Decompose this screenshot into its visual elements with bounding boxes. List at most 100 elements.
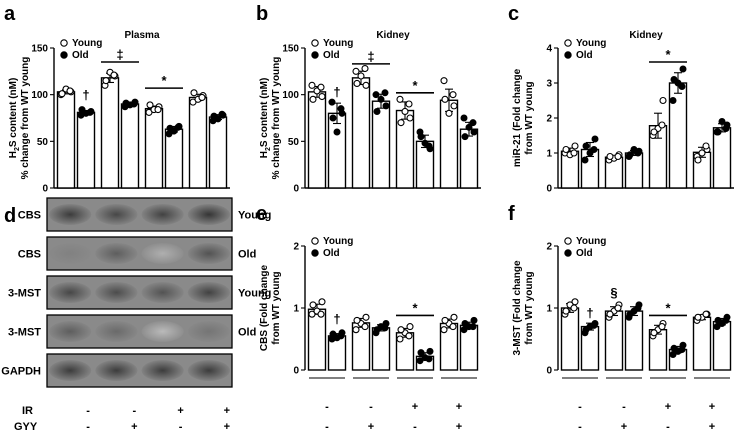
point-old-3-5 <box>425 355 433 363</box>
point-young-1-5 <box>317 310 325 318</box>
point-young-2-5 <box>614 304 622 312</box>
ir-value: + <box>224 405 230 417</box>
point-old-1-1 <box>328 98 336 106</box>
point-young-1-4 <box>58 90 66 98</box>
point-young-2-4 <box>606 310 614 318</box>
panel-label-b: b <box>256 3 268 25</box>
point-young-3-5 <box>658 121 666 129</box>
y-tick-label: 100 <box>31 90 48 101</box>
blot-band-1 <box>49 204 92 225</box>
bar-young-1 <box>307 308 327 371</box>
bar-old-3 <box>164 128 184 189</box>
gyy-value: - <box>666 421 670 433</box>
legend-old-label: Old <box>576 50 593 61</box>
y-tick-label: 0 <box>42 184 48 195</box>
significance-marker: * <box>161 73 167 88</box>
point-old-4-2 <box>470 316 478 324</box>
point-young-2-1 <box>352 67 360 75</box>
legend-old-marker <box>564 51 572 59</box>
bar-old-4 <box>208 116 228 189</box>
y-label-line-1: H2S content (nM) <box>259 78 272 159</box>
y-tick-label: 150 <box>31 44 48 55</box>
legend-young-marker <box>564 237 572 245</box>
ir-value: - <box>133 405 137 417</box>
legend-young-marker <box>60 39 68 47</box>
chart-c: c Kidney 0 1 2 3 4 miR-21 (Fold change from WT y… <box>508 3 734 195</box>
point-young-2-5 <box>361 64 369 73</box>
legend-young-marker <box>311 237 319 245</box>
ir-value: - <box>369 401 373 413</box>
significance-marker: ‡ <box>367 49 374 64</box>
point-old-2-5 <box>634 149 642 157</box>
y-tick-label: 0 <box>546 184 552 195</box>
chart-title: Kidney <box>629 30 663 41</box>
bar-old-2 <box>120 103 140 189</box>
point-young-3-4 <box>650 329 658 337</box>
point-young-1-4 <box>309 301 317 309</box>
point-old-4-4 <box>714 316 722 324</box>
point-old-4-4 <box>210 112 218 120</box>
point-young-3-2 <box>406 114 414 122</box>
y-tick-label: 150 <box>282 44 299 55</box>
point-old-1-5 <box>590 321 598 329</box>
blot-row-3: 3-MST Young <box>8 275 271 310</box>
gyy-value: - <box>578 421 582 433</box>
point-old-4-5 <box>469 119 477 127</box>
blot-band-2 <box>95 204 138 225</box>
point-old-1-4 <box>329 114 337 122</box>
point-old-1-4 <box>582 142 590 150</box>
significance-marker: * <box>412 78 418 93</box>
point-young-2-5 <box>361 323 369 331</box>
point-old-3-4 <box>417 133 425 141</box>
point-young-4-5 <box>449 91 457 99</box>
point-old-3-4 <box>670 76 678 83</box>
panel-label-e: e <box>256 203 267 225</box>
blot-group-label: Old <box>238 249 256 261</box>
y-tick-label: 50 <box>288 137 300 148</box>
significance-marker: † <box>586 305 593 320</box>
legend-young-label: Young <box>323 236 353 247</box>
y-label-line-2: from WT young <box>524 271 535 344</box>
y-tick-label: 2 <box>546 242 552 253</box>
legend-old-label: Old <box>323 248 340 259</box>
condition-rows: - - - + + - + + <box>309 377 477 433</box>
point-young-1-2 <box>571 142 579 150</box>
bar-old-4 <box>712 127 732 189</box>
legend-old-marker <box>311 51 319 59</box>
point-young-3-1 <box>396 95 404 103</box>
point-young-2-5 <box>614 152 622 161</box>
point-young-4-3 <box>698 149 706 157</box>
y-tick-label: 2 <box>293 242 299 253</box>
point-old-4-5 <box>469 323 477 331</box>
blot-row-1: CBS Young <box>18 197 271 232</box>
legend-old-marker <box>311 249 319 257</box>
legend-young-marker <box>311 39 319 47</box>
point-old-2-5 <box>381 89 389 97</box>
blot-band-4 <box>187 282 230 303</box>
gyy-value: + <box>131 421 137 433</box>
ir-value: + <box>709 401 715 413</box>
gyy-value: + <box>621 421 627 433</box>
y-label-line-1: H2S content (nM) <box>8 78 21 159</box>
legend-old-marker <box>60 51 68 59</box>
point-young-1-5 <box>66 87 74 95</box>
blot-band-4 <box>187 243 230 264</box>
point-old-2-5 <box>381 324 389 332</box>
point-old-4-4 <box>461 133 469 141</box>
gyy-value: + <box>368 421 374 433</box>
point-young-4-4 <box>441 316 449 324</box>
point-young-1-4 <box>562 145 570 154</box>
significance-marker: ‡ <box>116 47 123 62</box>
bar-old-1 <box>76 111 96 189</box>
point-old-3-2 <box>679 65 687 73</box>
point-young-2-4 <box>102 77 110 85</box>
point-young-4-5 <box>702 142 710 150</box>
point-young-3-4 <box>650 128 658 136</box>
blot-row-5: GAPDH <box>1 353 233 388</box>
point-young-2-4 <box>353 79 361 88</box>
point-young-1-4 <box>562 307 570 315</box>
point-old-4-3 <box>718 118 726 125</box>
